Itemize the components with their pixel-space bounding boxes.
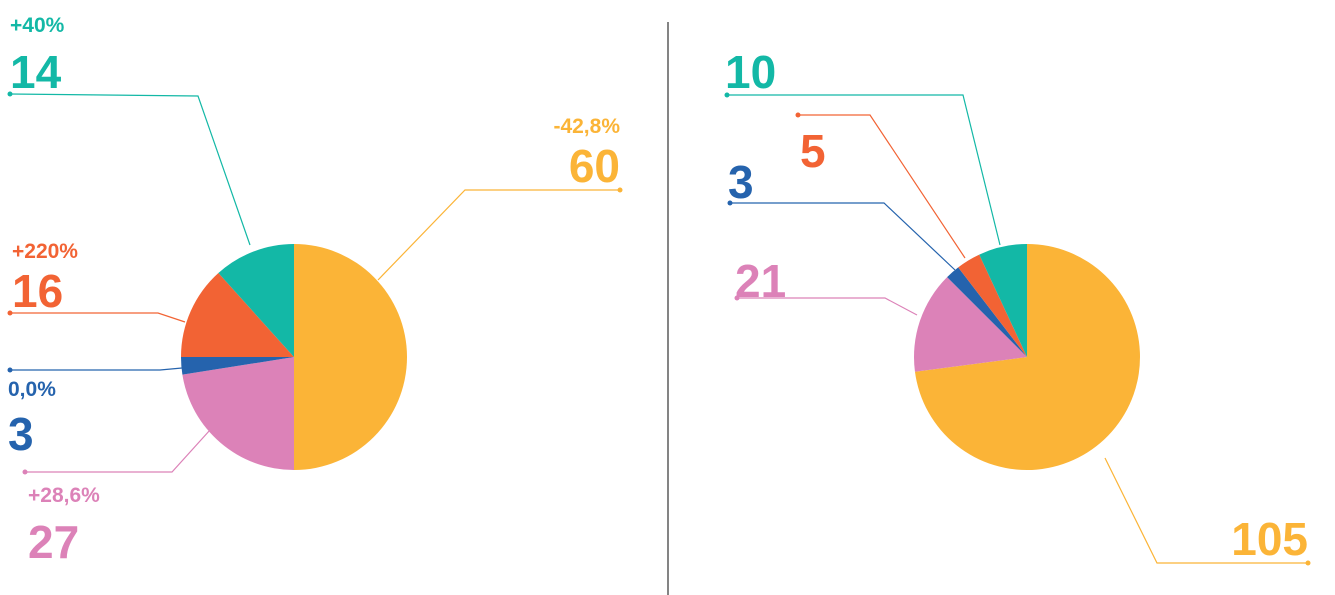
change-label: -42,8% [553,115,620,138]
leader-line [9,93,251,246]
leader-line [25,429,211,473]
leader-line [1104,457,1308,564]
leader-dot [22,469,28,475]
value-label: 16 [12,265,63,317]
value-label: 3 [728,156,754,208]
leader-line [10,367,183,371]
pie-slice [182,357,294,470]
value-label: 3 [8,408,34,460]
leader-dot [7,367,13,373]
pie-slice [914,244,1141,470]
pie-slice [979,244,1027,357]
value-label: 10 [725,46,776,98]
leader-line [727,94,1001,246]
leader-line [377,189,620,281]
leader-dot [734,295,740,301]
value-label: 27 [28,516,79,568]
leader-dot [617,187,623,193]
leader-line [730,202,956,271]
leader-dot [724,92,730,98]
leader-line [798,114,966,259]
pie-slice [181,273,294,357]
value-label: 5 [800,125,826,177]
value-label: 60 [569,140,620,192]
value-label: 105 [1231,513,1308,565]
pie-slice [958,254,1027,357]
pie-slice [181,357,294,375]
pie-slice [294,244,407,470]
pie-slice [218,244,294,357]
change-label: 0,0% [8,378,56,401]
value-label: 14 [10,46,62,98]
leader-line [10,312,186,323]
leader-dot [727,200,733,206]
leader-line [737,297,918,316]
leader-dot [7,91,13,97]
change-label: +40% [10,14,65,37]
leader-dot [795,112,801,118]
change-label: +28,6% [28,484,100,507]
pie-slice [947,267,1027,357]
value-label: 21 [735,255,786,307]
leader-dot [1305,560,1311,566]
pie-slice [913,277,1027,372]
leader-dot [7,310,13,316]
change-label: +220% [12,240,78,263]
